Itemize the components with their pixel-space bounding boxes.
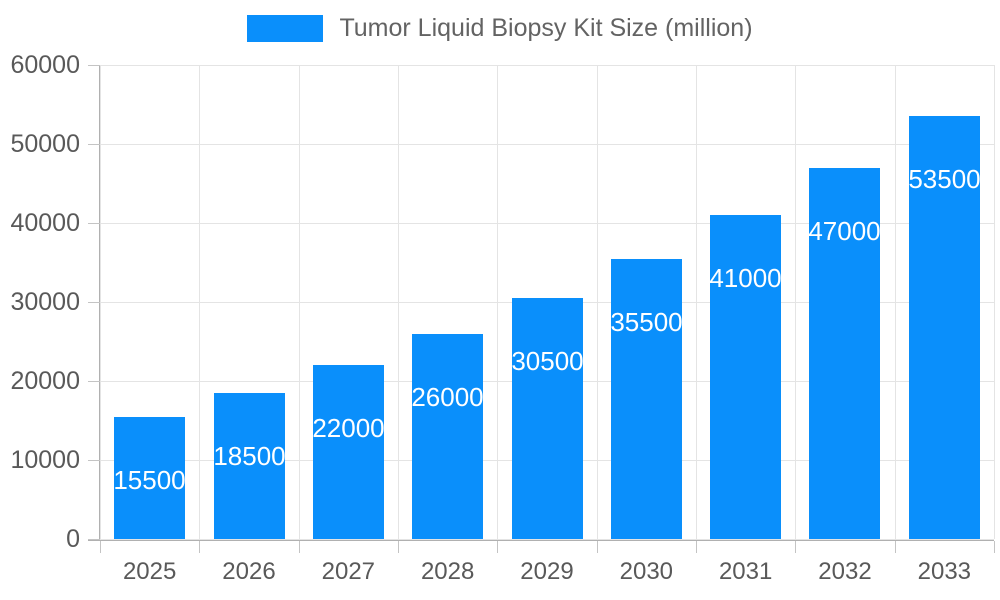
gridline-vertical bbox=[795, 65, 796, 539]
gridline-vertical bbox=[299, 65, 300, 539]
x-axis-tick-mark bbox=[398, 541, 399, 553]
y-axis-tick-mark bbox=[88, 381, 100, 382]
chart-legend: Tumor Liquid Biopsy Kit Size (million) bbox=[0, 10, 1000, 46]
bar[interactable] bbox=[909, 116, 980, 539]
y-axis-tick-label: 40000 bbox=[10, 209, 80, 237]
bar[interactable] bbox=[214, 392, 285, 539]
x-axis-tick-label: 2030 bbox=[619, 558, 674, 585]
gridline-horizontal bbox=[100, 539, 994, 540]
bar[interactable] bbox=[313, 365, 384, 539]
gridline-vertical bbox=[994, 65, 995, 539]
gridline-vertical bbox=[497, 65, 498, 539]
bar[interactable] bbox=[114, 416, 185, 539]
x-axis-tick-label: 2032 bbox=[818, 558, 872, 585]
plot-area: 15500 18500 22000 26000 30500 35500 41000 47000… bbox=[100, 65, 995, 540]
gridline-horizontal bbox=[100, 65, 994, 66]
y-axis-tick-label: 50000 bbox=[10, 130, 80, 158]
bar[interactable] bbox=[809, 167, 880, 539]
gridline-vertical bbox=[398, 65, 399, 539]
x-axis-tick-label: 2031 bbox=[718, 558, 773, 585]
bar-value-label: 15500 bbox=[113, 464, 186, 495]
bar-value-label: 22000 bbox=[312, 413, 385, 444]
x-axis-tick-label: 2026 bbox=[222, 558, 276, 585]
bar[interactable] bbox=[710, 215, 781, 539]
x-axis-tick-mark bbox=[895, 541, 896, 553]
legend-item-tumor-liquid-biopsy-kit-size[interactable]: Tumor Liquid Biopsy Kit Size (million) bbox=[247, 13, 753, 42]
bar[interactable] bbox=[611, 258, 682, 539]
x-axis-tick-mark bbox=[696, 541, 697, 553]
x-axis-tick-mark bbox=[795, 541, 796, 553]
legend-label: Tumor Liquid Biopsy Kit Size (million) bbox=[339, 13, 753, 42]
x-axis-tick-mark bbox=[497, 541, 498, 553]
bar-value-label: 53500 bbox=[908, 164, 981, 195]
gridline-vertical bbox=[597, 65, 598, 539]
x-axis-line bbox=[88, 539, 994, 541]
bar-value-label: 30500 bbox=[511, 346, 584, 377]
y-axis-tick-label: 10000 bbox=[10, 446, 80, 474]
x-axis-tick-mark bbox=[299, 541, 300, 553]
bar-value-label: 26000 bbox=[411, 381, 484, 412]
gridline-vertical bbox=[696, 65, 697, 539]
bar-value-label: 41000 bbox=[709, 263, 782, 294]
x-axis-tick-label: 2027 bbox=[321, 558, 376, 585]
x-axis-tick-label: 2025 bbox=[122, 558, 177, 585]
gridline-horizontal bbox=[100, 223, 994, 224]
legend-swatch-icon[interactable] bbox=[247, 14, 324, 42]
bar-value-label: 35500 bbox=[610, 306, 683, 337]
y-axis-tick-mark bbox=[88, 460, 100, 461]
y-axis-tick-label: 60000 bbox=[10, 51, 80, 79]
bar-value-label: 47000 bbox=[808, 215, 881, 246]
y-axis-tick-mark bbox=[88, 144, 100, 145]
bar[interactable] bbox=[512, 298, 583, 539]
gridline-vertical bbox=[895, 65, 896, 539]
x-axis-tick-mark bbox=[199, 541, 200, 553]
gridline-vertical bbox=[100, 65, 101, 539]
x-axis-tick-mark bbox=[100, 541, 101, 553]
x-axis-tick-label: 2033 bbox=[917, 558, 972, 585]
bar-value-label: 18500 bbox=[213, 440, 286, 471]
y-axis-tick-mark bbox=[88, 302, 100, 303]
bar[interactable] bbox=[412, 333, 483, 539]
y-axis-tick-mark bbox=[88, 223, 100, 224]
x-axis-tick-mark bbox=[994, 541, 995, 553]
x-axis-tick-mark bbox=[597, 541, 598, 553]
x-axis-tick-label: 2029 bbox=[520, 558, 574, 585]
x-axis-tick-label: 2028 bbox=[420, 558, 475, 585]
gridline-horizontal bbox=[100, 144, 994, 145]
y-axis-tick-mark bbox=[88, 539, 100, 540]
y-axis-tick-label: 30000 bbox=[10, 288, 80, 316]
y-axis-tick-label: 0 bbox=[66, 525, 80, 553]
y-axis-tick-label: 20000 bbox=[10, 367, 80, 395]
y-axis-tick-mark bbox=[88, 65, 100, 66]
gridline-vertical bbox=[199, 65, 200, 539]
